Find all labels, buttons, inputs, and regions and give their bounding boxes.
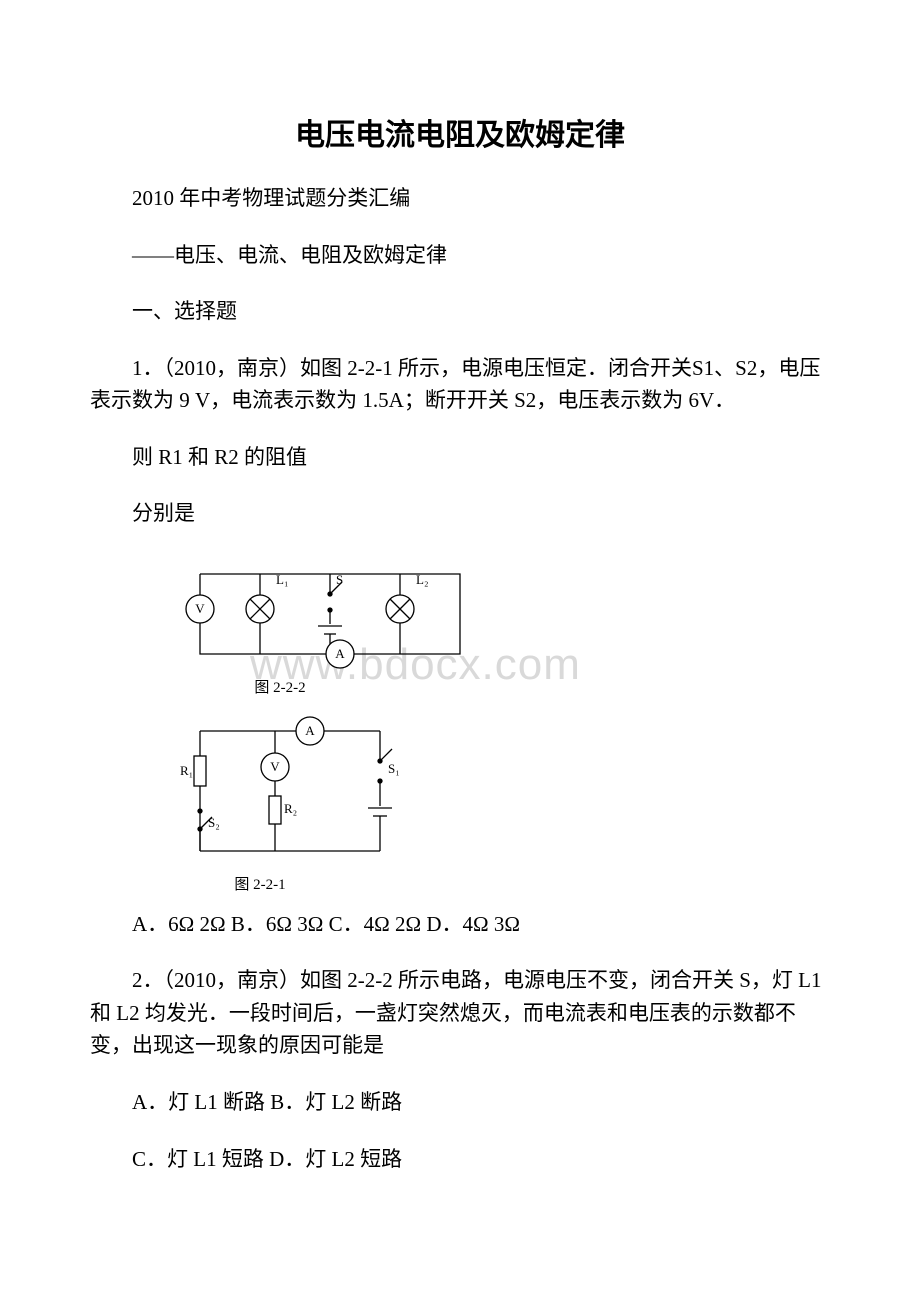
- options-2a: A．灯 L1 断路 B．灯 L2 断路: [90, 1086, 830, 1119]
- label-a2: A: [305, 723, 315, 738]
- figure-2-2-2: V L₁ S L₂ A 图 2-2-2: [180, 554, 830, 697]
- question-2: 2．（2010，南京）如图 2-2-2 所示电路，电源电压不变，闭合开关 S，灯…: [90, 964, 830, 1062]
- subtitle-2: ——电压、电流、电阻及欧姆定律: [90, 239, 830, 272]
- label-s: S: [336, 572, 343, 587]
- options-1: A．6Ω 2Ω B．6Ω 3Ω C．4Ω 2Ω D．4Ω 3Ω: [90, 908, 830, 941]
- figure-2-2-2-caption: 图 2-2-2: [180, 676, 380, 697]
- question-1: 1．（2010，南京）如图 2-2-1 所示，电源电压恒定．闭合开关S1、S2，…: [90, 352, 830, 417]
- figure-2-2-1: A R₁ V S₁ S₂ R₂ 图 2-2-1: [180, 711, 830, 894]
- label-s1: S₁: [388, 761, 400, 776]
- label-s2: S₂: [208, 815, 220, 830]
- label-v2: V: [270, 759, 280, 774]
- label-a: A: [335, 646, 345, 661]
- label-r2: R₂: [284, 801, 297, 816]
- options-2b: C．灯 L1 短路 D．灯 L2 短路: [90, 1143, 830, 1176]
- label-v: V: [195, 601, 205, 616]
- section-heading: 一、选择题: [90, 295, 830, 328]
- subtitle-1: 2010 年中考物理试题分类汇编: [90, 182, 830, 215]
- question-1c: 分别是: [90, 497, 830, 530]
- label-r1: R₁: [180, 763, 193, 778]
- doc-title: 电压电流电阻及欧姆定律: [90, 110, 830, 154]
- label-l1: L₁: [276, 572, 288, 587]
- label-l2: L₂: [416, 572, 428, 587]
- question-1b: 则 R1 和 R2 的阻值: [90, 441, 830, 474]
- figure-2-2-1-caption: 图 2-2-1: [180, 873, 340, 894]
